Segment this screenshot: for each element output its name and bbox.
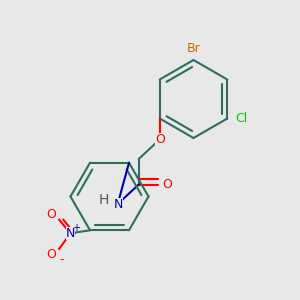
Text: +: + — [73, 223, 80, 233]
Text: H: H — [99, 194, 110, 207]
Text: O: O — [162, 178, 172, 191]
Text: Br: Br — [187, 42, 201, 55]
Text: O: O — [46, 248, 56, 261]
Text: N: N — [66, 227, 75, 240]
Text: Cl: Cl — [236, 112, 248, 125]
Text: N: N — [113, 197, 123, 211]
Text: O: O — [46, 208, 56, 221]
Text: O: O — [155, 133, 165, 146]
Text: -: - — [60, 253, 64, 266]
